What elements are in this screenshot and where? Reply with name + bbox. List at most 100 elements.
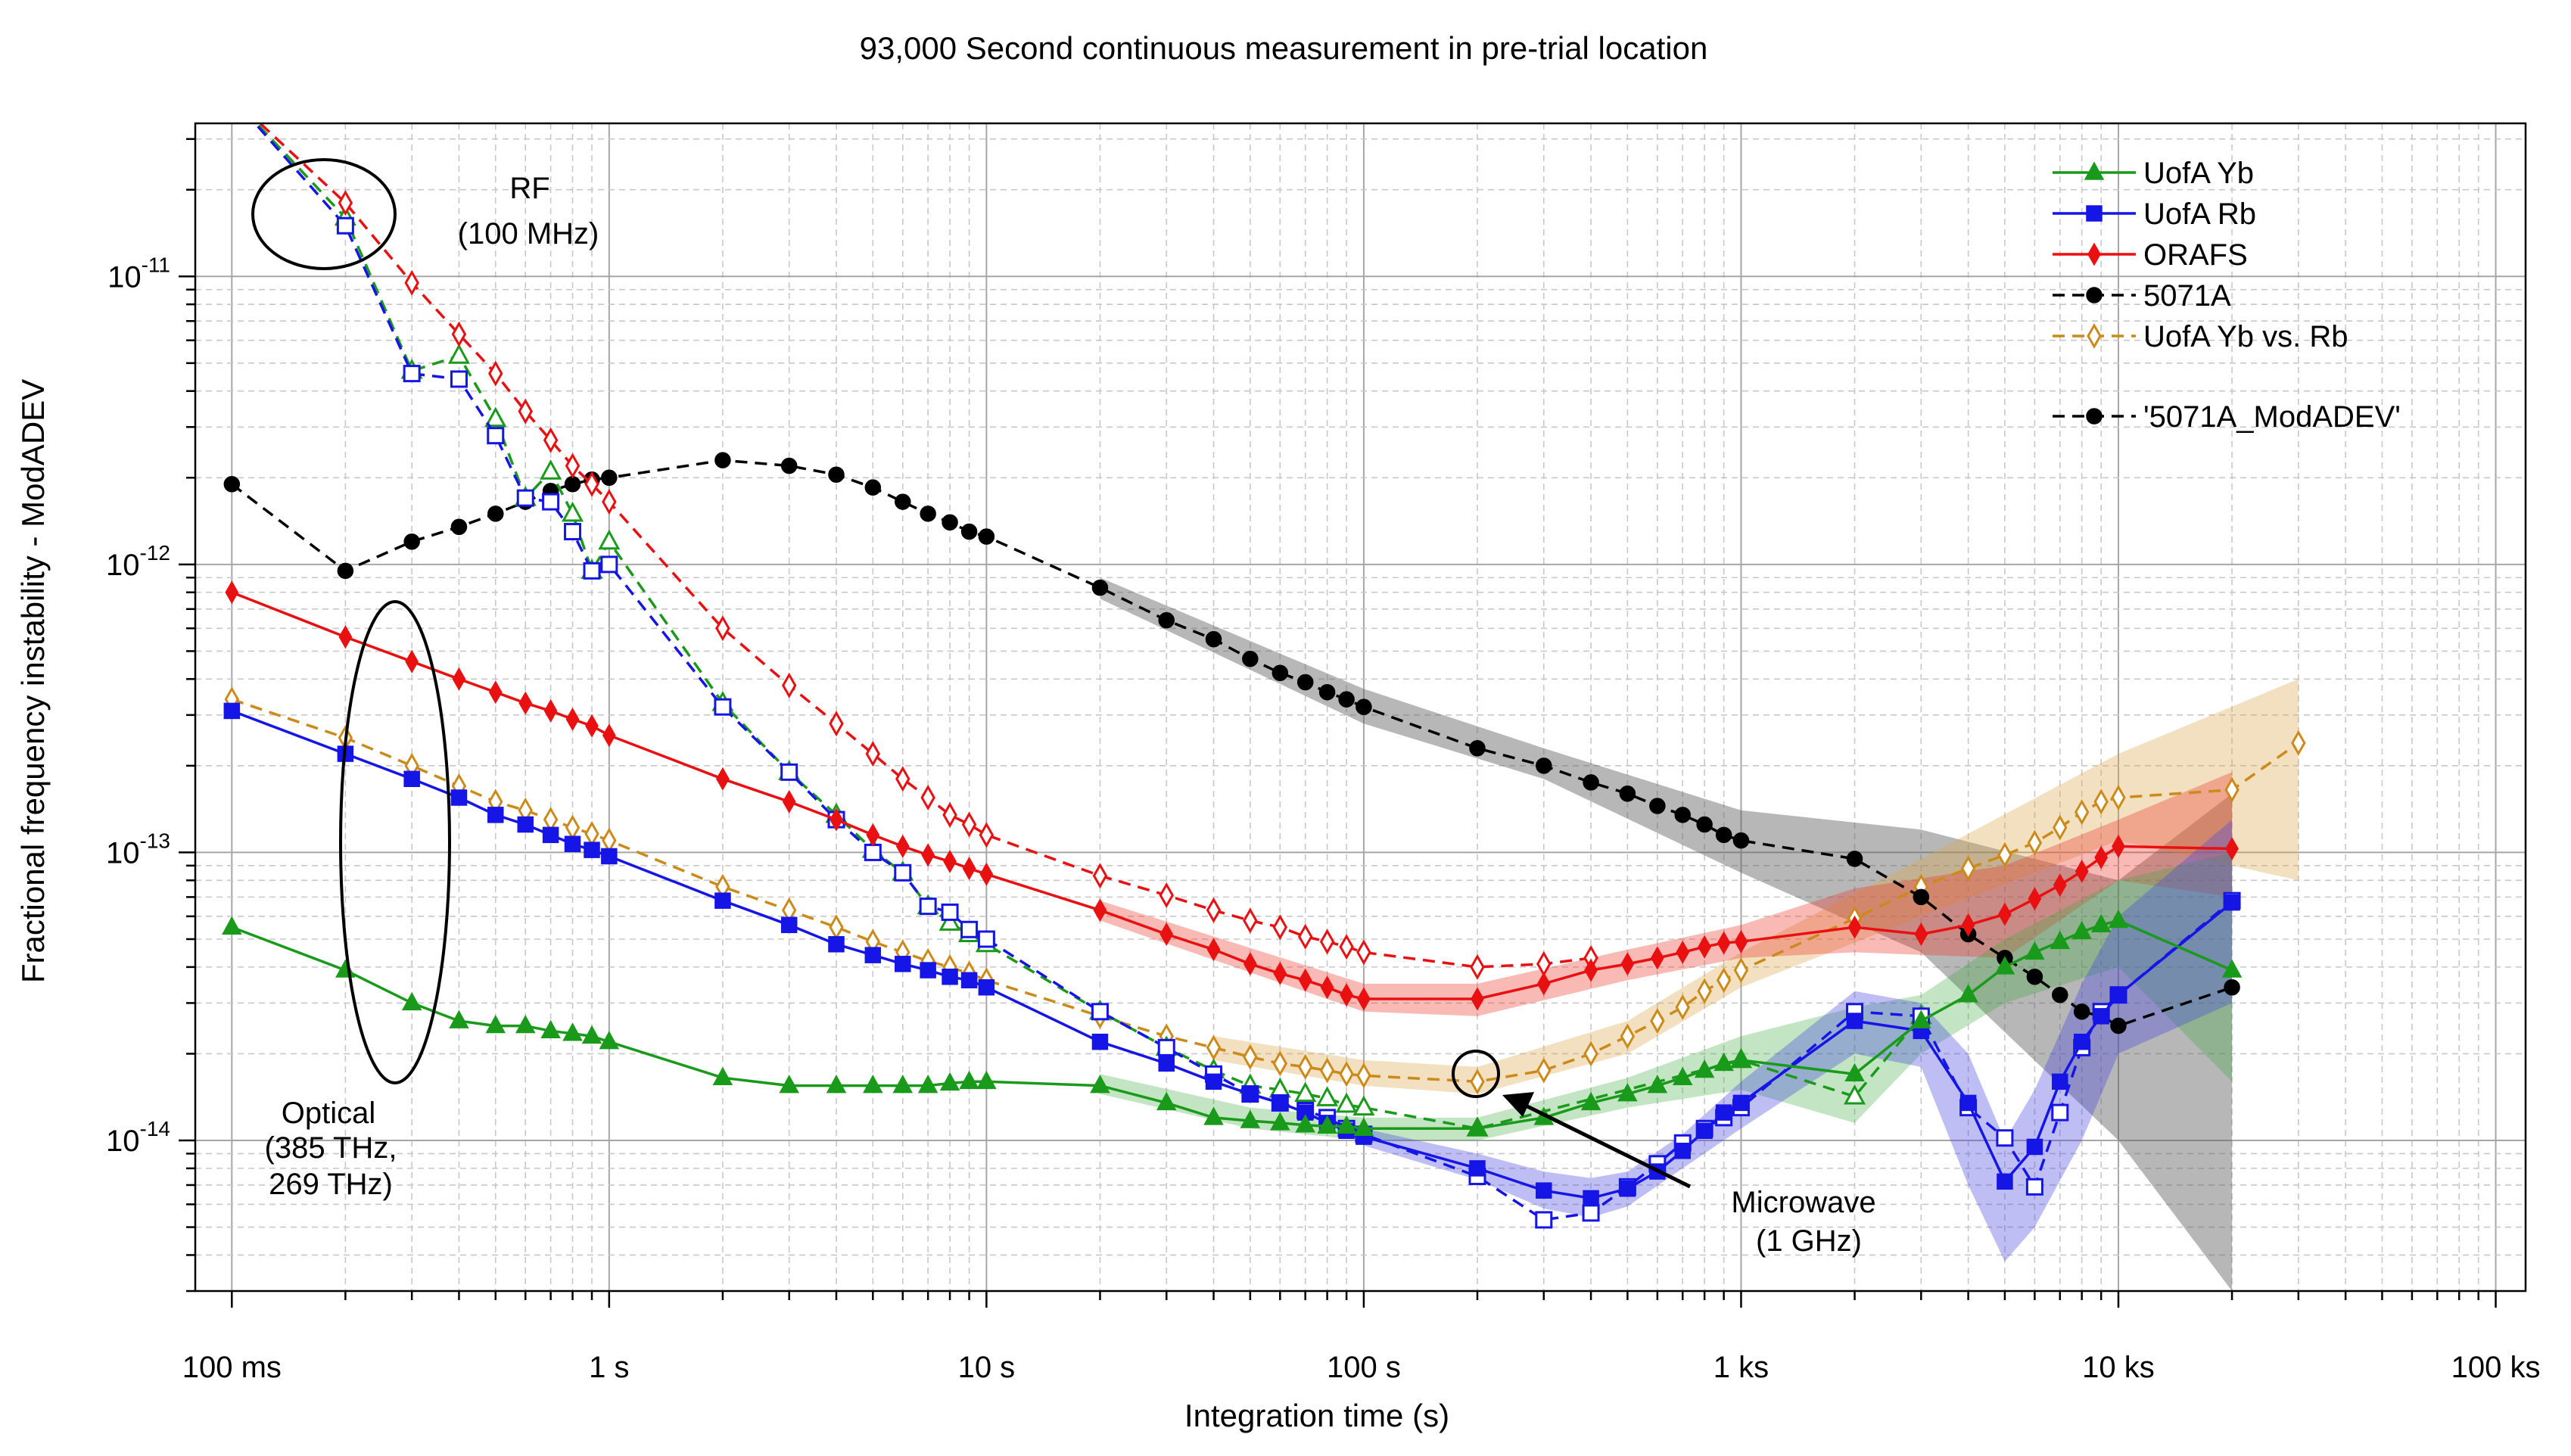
data-point-orafs_rf	[565, 453, 580, 479]
data-point-c5071	[1242, 650, 1259, 667]
microwave-label: Microwave	[1731, 1186, 1875, 1219]
data-point-rb	[487, 807, 504, 823]
data-point-c5071	[1913, 888, 1930, 906]
data-point-ybrb	[1536, 1057, 1552, 1084]
data-point-ybrb	[2291, 730, 2306, 756]
legend-item-rb: UofA Rb	[2053, 198, 2256, 231]
data-point-orafs_rf	[1243, 907, 1258, 934]
data-point-c5071	[1091, 579, 1109, 596]
data-point-rb	[1271, 1094, 1289, 1112]
data-point-rb	[1619, 1180, 1636, 1197]
data-point-rb_rf	[1157, 1038, 1175, 1056]
data-point-rb	[1091, 1033, 1109, 1050]
rf-label: RF	[509, 172, 549, 205]
optical-label: Optical	[282, 1097, 376, 1130]
data-point-yb	[892, 1075, 914, 1094]
data-point-rb	[2110, 987, 2127, 1003]
data-point-orafs	[1357, 987, 1371, 1011]
data-point-yb	[976, 1070, 997, 1090]
legend-label-c5071: 5071A	[2143, 279, 2231, 313]
data-point-orafs	[1584, 958, 1598, 982]
data-point-orafs	[585, 714, 599, 738]
data-point-orafs_rf	[1319, 929, 1335, 955]
data-point-rb	[403, 770, 420, 788]
data-point-ybrb	[1997, 842, 2012, 868]
x-axis-label: Integration time (s)	[1184, 1398, 1449, 1433]
data-point-orafs_rf	[543, 427, 559, 453]
data-point-yb	[562, 1022, 583, 1041]
legend-item-yb: UofA Yb	[2053, 157, 2254, 190]
data-point-c5071	[1158, 611, 1175, 629]
annotations: RF (100 MHz) Optical (385 THz, 269 THz) …	[251, 158, 1876, 1258]
data-point-rb	[2093, 1008, 2109, 1025]
data-point-c5071	[1619, 785, 1636, 802]
data-point-rb_rf	[977, 930, 995, 948]
legend-item-c5071mod: '5071A_ModADEV'	[2053, 400, 2401, 434]
data-point-yb	[779, 1075, 799, 1094]
legend-label-ybrb: UofA Yb vs. Rb	[2143, 320, 2348, 353]
data-point-orafs	[1273, 961, 1287, 985]
data-point-c5071	[978, 528, 995, 545]
data-point-rb	[1732, 1094, 1750, 1112]
data-point-rb_rf	[403, 365, 421, 383]
data-point-yb	[540, 1019, 561, 1039]
data-point-orafs_rf	[488, 360, 503, 387]
x-tick-label: 1 s	[589, 1351, 629, 1384]
data-point-orafs	[1298, 968, 1312, 992]
data-point-rb	[517, 816, 534, 833]
rf-sublabel: (100 MHz)	[458, 217, 599, 250]
data-point-rb	[1583, 1190, 1599, 1207]
data-point-yb	[2090, 913, 2112, 933]
series-yb	[222, 909, 2243, 1137]
data-point-orafs_rf	[781, 672, 797, 698]
x-tick-label: 100 s	[1327, 1351, 1401, 1384]
data-point-yb	[401, 991, 422, 1011]
optical-ellipse	[339, 600, 451, 1084]
microwave-arrowhead	[1502, 1092, 1534, 1117]
data-point-orafs_rf	[451, 321, 467, 347]
data-point-yb_rf	[540, 459, 562, 480]
data-point-orafs	[543, 698, 558, 723]
data-point-rb_rf	[1582, 1204, 1600, 1222]
data-point-yb	[1731, 1049, 1751, 1068]
data-point-orafs_rf	[961, 811, 977, 838]
data-point-rb	[960, 972, 978, 989]
data-point-orafs	[1536, 972, 1551, 996]
data-point-yb	[2050, 930, 2071, 950]
data-point-c5071	[1732, 832, 1750, 849]
data-point-yb	[1958, 984, 1978, 1003]
data-point-ybrb	[1620, 1023, 1636, 1050]
data-point-orafs	[518, 691, 533, 715]
data-point-rb_rf	[564, 522, 582, 540]
band-orafs	[1100, 772, 2233, 1016]
data-point-c5071	[2224, 978, 2240, 996]
data-point-yb	[1994, 956, 2015, 975]
microwave-circle	[1452, 1050, 1500, 1098]
data-point-c5071	[337, 562, 354, 580]
data-point-orafs_rf	[1272, 914, 1288, 941]
data-point-yb	[1647, 1075, 1668, 1094]
data-point-rb_rf	[780, 763, 798, 781]
data-point-orafs	[488, 680, 503, 705]
data-point-orafs	[962, 857, 976, 881]
data-point-rb_rf	[516, 489, 534, 507]
data-point-yb	[1617, 1083, 1638, 1102]
data-point-yb	[1844, 1062, 1865, 1082]
legend-marker-c5071	[2086, 287, 2103, 303]
data-point-rb_rf	[583, 562, 601, 580]
data-point-rb	[895, 956, 911, 972]
data-point-rb	[2073, 1033, 2090, 1050]
legend-marker-yb	[2084, 161, 2105, 180]
data-point-orafs_rf	[865, 741, 881, 767]
x-tick-label: 100 ms	[182, 1351, 282, 1384]
data-point-yb	[1156, 1091, 1177, 1111]
legend: UofA Yb UofA Rb ORAFS 5071A UofA Yb vs. Rb '5…	[2053, 157, 2401, 434]
data-point-orafs	[405, 649, 419, 674]
y-tick-label: 10-12	[106, 541, 170, 582]
data-point-yb	[2071, 920, 2092, 940]
data-point-rb	[1715, 1104, 1732, 1121]
data-point-rb	[1959, 1094, 1977, 1112]
data-point-orafs	[1320, 975, 1334, 1000]
data-point-c5071	[920, 506, 936, 522]
data-point-c5071	[2026, 969, 2043, 985]
